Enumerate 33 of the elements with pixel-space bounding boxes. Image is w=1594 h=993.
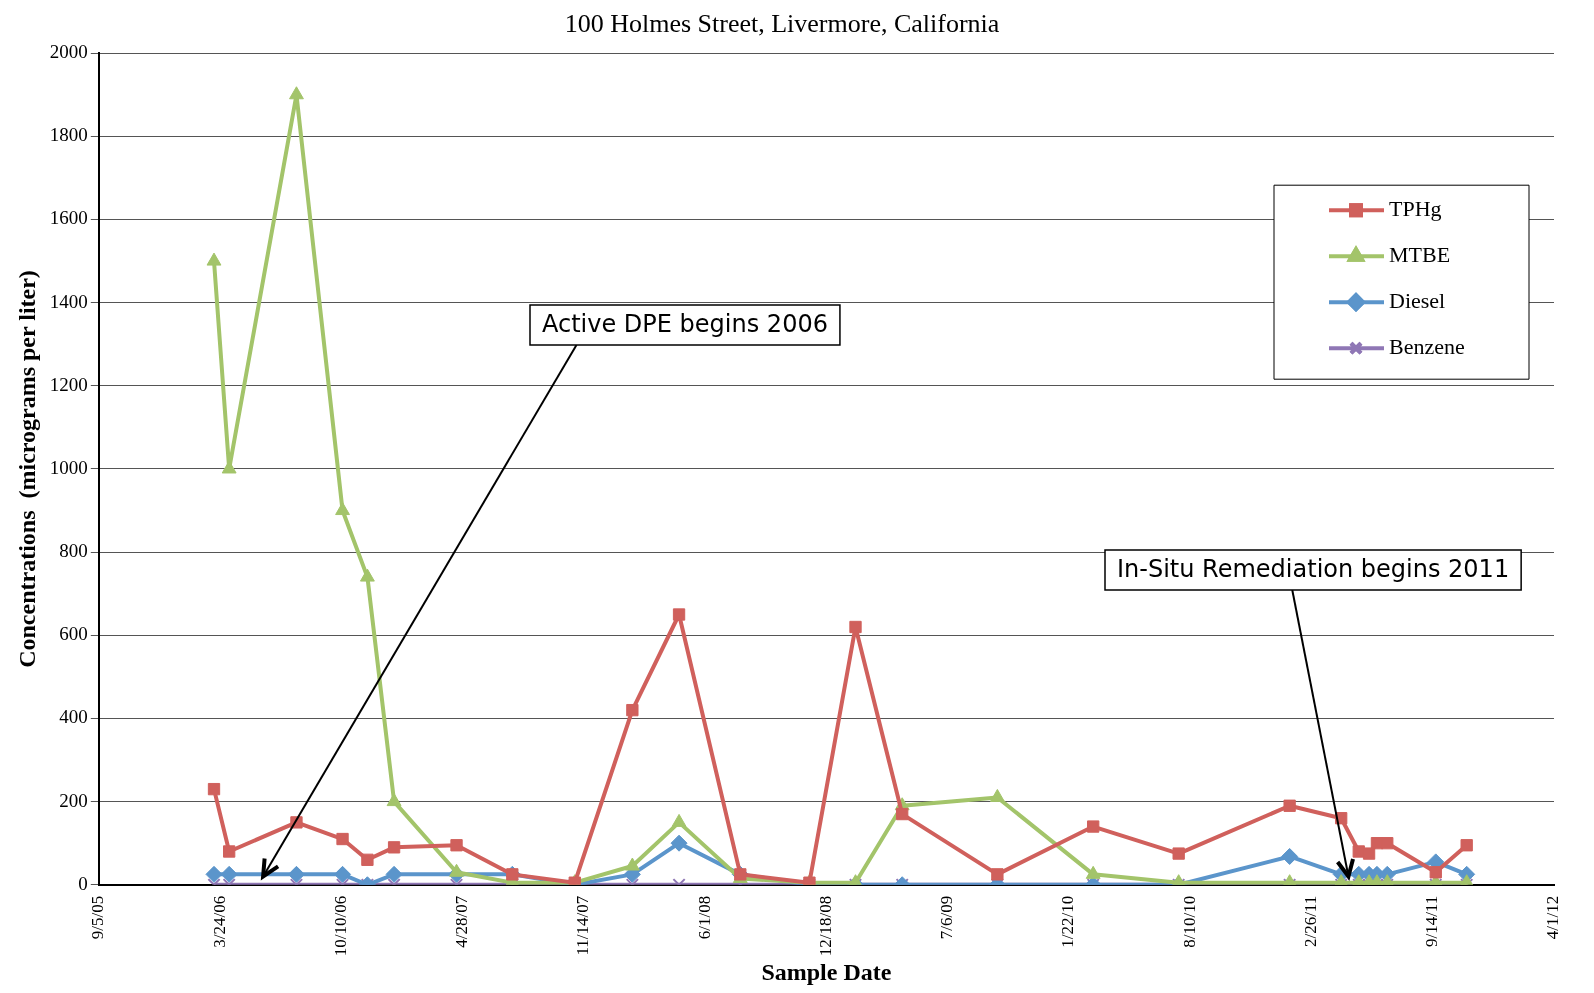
annotation: Active DPE begins 2006 [542,310,828,339]
x-tick-label: 3/24/06 [209,895,229,948]
annotation: In-Situ Remediation begins 2011 [1117,555,1510,584]
x-tick-label: 4/28/07 [452,895,472,948]
y-tick-label: 1800 [49,124,88,146]
y-tick-label: 200 [59,789,88,811]
x-tick-label: 4/1/12 [1543,895,1563,940]
legend-label: Diesel [1389,287,1446,313]
x-tick-label: 9/14/11 [1422,895,1442,948]
x-tick-label: 1/22/10 [1058,895,1078,948]
x-tick-label: 8/10/10 [1179,895,1199,948]
y-tick-label: 1200 [49,373,88,395]
y-tick-label: 1000 [49,456,88,478]
y-tick-label: 400 [59,706,88,728]
x-tick-label: 2/26/11 [1300,895,1320,948]
x-tick-label: 11/14/07 [573,895,593,956]
x-tick-label: 6/1/08 [694,895,714,940]
legend-label: TPHg [1389,195,1442,221]
x-tick-label: 7/6/09 [937,895,957,940]
y-tick-label: 600 [59,623,88,645]
x-tick-label: 10/10/06 [330,895,350,957]
x-tick-label: 12/18/08 [815,895,835,957]
x-tick-label: 9/5/05 [88,895,108,940]
y-tick-label: 0 [78,872,88,894]
y-tick-label: 1400 [49,290,88,312]
legend-label: Benzene [1389,333,1465,359]
x-axis-title: Sample Date [761,958,892,985]
y-tick-label: 1600 [49,207,88,229]
y-tick-label: 800 [59,540,88,562]
chart-title: 100 Holmes Street, Livermore, California [564,9,1000,39]
y-tick-label: 2000 [49,41,88,63]
legend-label: MTBE [1389,241,1451,267]
y-axis-title: Concentrations (micrograms per liter) [13,270,40,668]
